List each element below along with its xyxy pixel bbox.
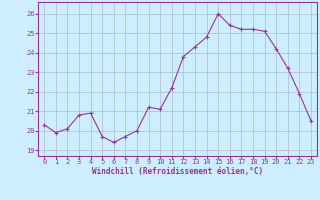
- X-axis label: Windchill (Refroidissement éolien,°C): Windchill (Refroidissement éolien,°C): [92, 167, 263, 176]
